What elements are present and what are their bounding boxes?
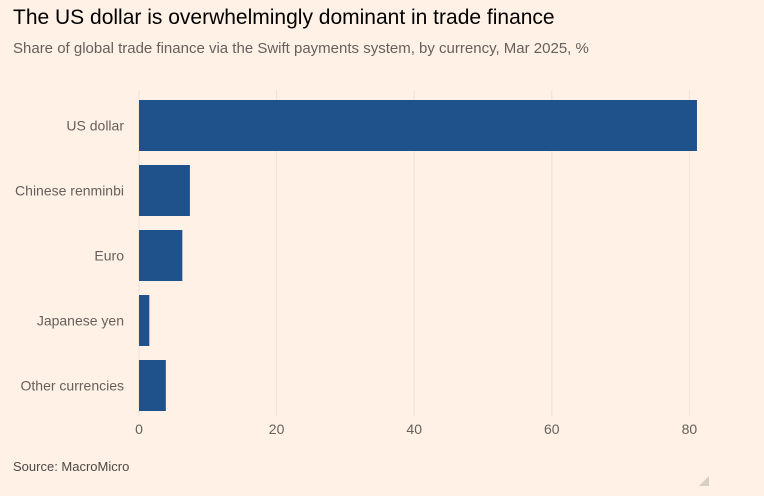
x-tick-label: 0 [135, 421, 143, 437]
category-labels: US dollar Chinese renminbi Euro Japanese ye… [15, 118, 124, 394]
x-tick-labels: 0 20 40 60 80 [135, 421, 697, 437]
chart-subtitle: Share of global trade finance via the Sw… [13, 40, 589, 57]
x-tick-label: 20 [269, 421, 285, 437]
source-note: Source: MacroMicro [13, 459, 130, 474]
category-label: Chinese renminbi [15, 183, 124, 199]
resize-grip-icon [699, 476, 709, 486]
bars [139, 100, 697, 411]
bar [139, 295, 150, 346]
category-label: Japanese yen [37, 313, 124, 329]
category-label: US dollar [66, 118, 124, 134]
bar [139, 230, 183, 281]
x-tick-label: 40 [406, 421, 422, 437]
x-tick-label: 60 [544, 421, 560, 437]
bar [139, 100, 697, 151]
chart-title: The US dollar is overwhelmingly dominant… [13, 6, 555, 29]
bar [139, 165, 190, 216]
category-label: Other currencies [21, 378, 124, 394]
x-tick-label: 80 [682, 421, 698, 437]
bar [139, 360, 166, 411]
category-label: Euro [94, 248, 124, 264]
